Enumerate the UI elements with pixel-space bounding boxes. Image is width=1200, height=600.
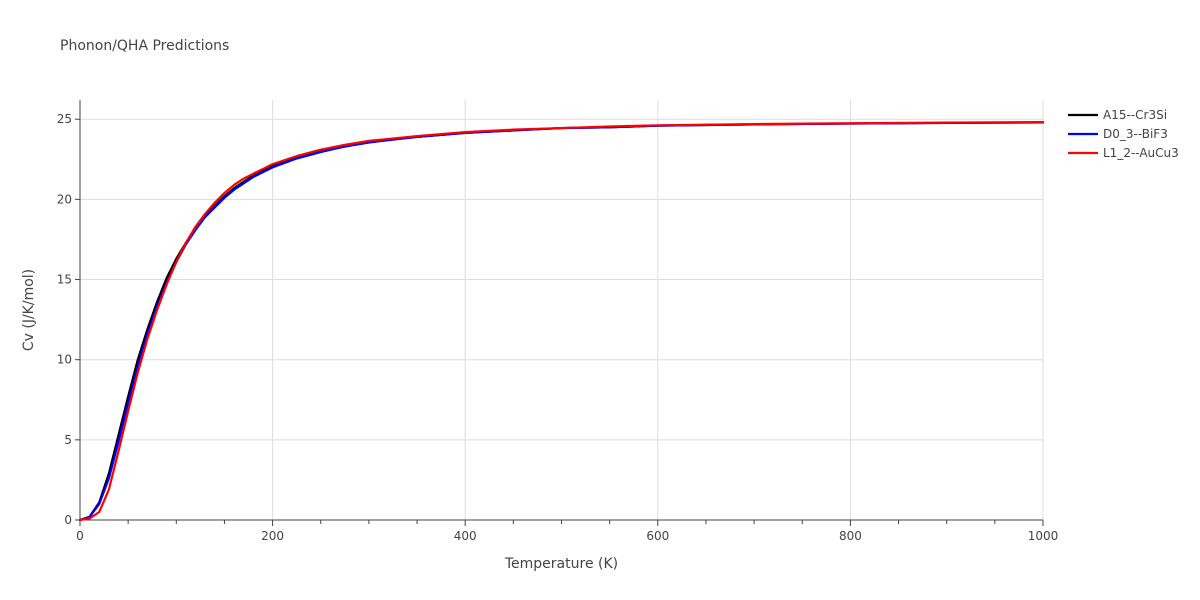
y-tick-label-5: 25 — [57, 112, 72, 126]
y-axis-title: Cv (J/K/mol) — [21, 269, 37, 351]
y-tick-label-2: 10 — [57, 353, 72, 367]
x-tick-label-4: 800 — [839, 529, 862, 543]
legend-item-0[interactable]: A15--Cr3Si — [1068, 108, 1167, 122]
series-line-1[interactable] — [78, 121, 1045, 522]
legend-label-0: A15--Cr3Si — [1103, 108, 1167, 122]
legend-item-2[interactable]: L1_2--AuCu3 — [1068, 146, 1179, 160]
legend-label-2: L1_2--AuCu3 — [1103, 146, 1179, 160]
x-axis-title: Temperature (K) — [504, 556, 618, 572]
y-tick-label-3: 15 — [57, 273, 72, 287]
chart-title: Phonon/QHA Predictions — [60, 38, 229, 54]
axes: 0 200 400 600 800 1000 0 5 10 15 20 25 — [57, 100, 1059, 543]
y-tick-label-1: 5 — [64, 433, 72, 447]
y-tick-label-4: 20 — [57, 192, 72, 206]
x-tick-label-0: 0 — [76, 529, 84, 543]
legend-item-1[interactable]: D0_3--BiF3 — [1068, 127, 1168, 141]
x-tick-label-2: 400 — [454, 529, 477, 543]
series-line-2[interactable] — [78, 121, 1045, 522]
x-tick-label-3: 600 — [646, 529, 669, 543]
series-lines — [78, 121, 1045, 522]
x-tick-label-5: 1000 — [1028, 529, 1059, 543]
legend-label-1: D0_3--BiF3 — [1103, 127, 1168, 141]
legend[interactable]: A15--Cr3Si D0_3--BiF3 L1_2--AuCu3 — [1068, 108, 1179, 160]
x-tick-label-1: 200 — [261, 529, 284, 543]
series-line-0[interactable] — [78, 121, 1045, 522]
y-tick-label-0: 0 — [64, 513, 72, 527]
grid — [80, 100, 1044, 520]
